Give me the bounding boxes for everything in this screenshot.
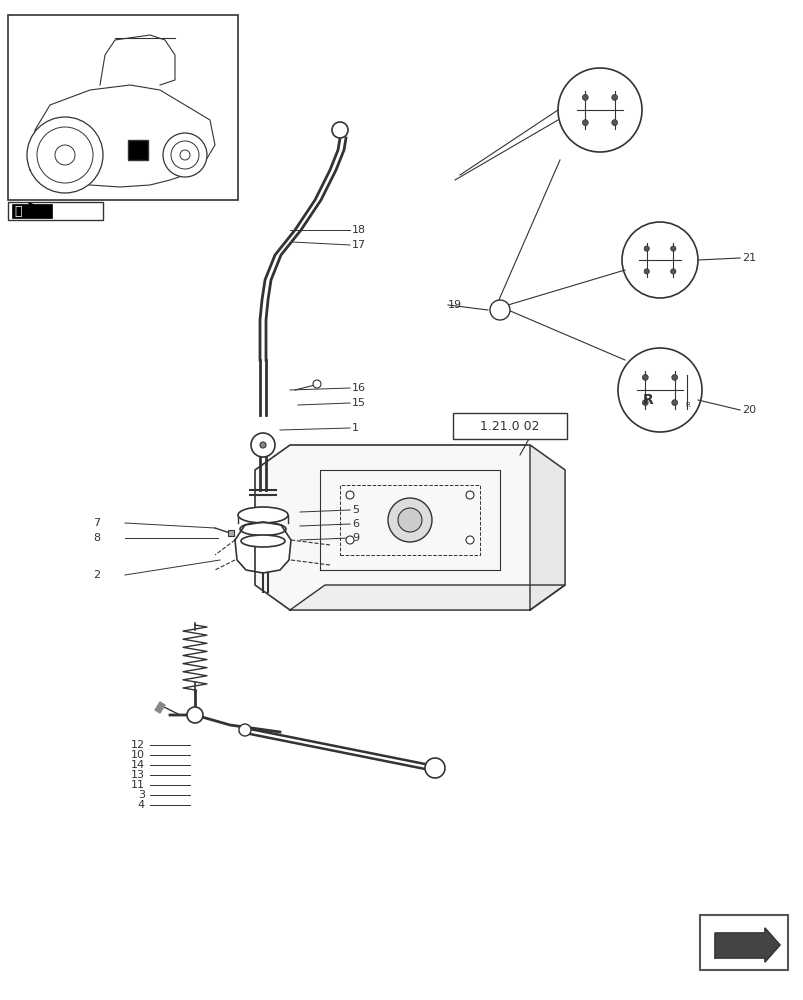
Circle shape <box>618 348 701 432</box>
Circle shape <box>251 433 275 457</box>
Circle shape <box>611 94 617 100</box>
Text: 21: 21 <box>741 253 755 263</box>
Text: 9: 9 <box>352 533 359 543</box>
Ellipse shape <box>241 535 284 547</box>
Circle shape <box>425 758 444 778</box>
Text: 14: 14 <box>131 760 145 770</box>
Text: 18: 18 <box>352 225 365 235</box>
FancyBboxPatch shape <box>228 530 234 536</box>
Circle shape <box>581 94 588 100</box>
Circle shape <box>671 400 677 406</box>
Circle shape <box>642 400 647 406</box>
Text: 5: 5 <box>352 505 359 515</box>
Text: 3: 3 <box>138 790 145 800</box>
Circle shape <box>345 536 353 544</box>
Ellipse shape <box>240 522 286 536</box>
Circle shape <box>671 374 677 380</box>
Polygon shape <box>290 585 565 610</box>
Circle shape <box>581 120 588 126</box>
Circle shape <box>670 246 675 251</box>
Circle shape <box>611 120 617 126</box>
Circle shape <box>489 300 509 320</box>
Text: 20: 20 <box>741 405 755 415</box>
Text: 19: 19 <box>447 300 462 310</box>
Text: 11: 11 <box>131 780 145 790</box>
Circle shape <box>332 122 348 138</box>
Circle shape <box>388 498 431 542</box>
FancyBboxPatch shape <box>8 15 238 200</box>
Text: 12: 12 <box>131 740 145 750</box>
Circle shape <box>643 269 649 274</box>
Text: R: R <box>642 393 653 407</box>
FancyBboxPatch shape <box>12 204 52 218</box>
Circle shape <box>642 374 647 380</box>
Circle shape <box>187 707 202 723</box>
Circle shape <box>37 127 93 183</box>
Text: 4: 4 <box>137 800 145 810</box>
FancyBboxPatch shape <box>699 915 787 970</box>
Text: 1.21.0 02: 1.21.0 02 <box>479 420 539 432</box>
Circle shape <box>171 141 199 169</box>
Circle shape <box>27 117 103 193</box>
Text: 1: 1 <box>352 423 359 433</box>
Polygon shape <box>714 928 779 962</box>
Circle shape <box>670 269 675 274</box>
Text: 13: 13 <box>131 770 145 780</box>
Polygon shape <box>529 445 565 610</box>
Circle shape <box>466 491 474 499</box>
Polygon shape <box>155 702 165 713</box>
Text: 15: 15 <box>352 398 365 408</box>
Circle shape <box>466 536 474 544</box>
Circle shape <box>622 222 697 298</box>
FancyBboxPatch shape <box>128 140 148 160</box>
Circle shape <box>259 442 266 448</box>
Circle shape <box>55 145 75 165</box>
Ellipse shape <box>238 507 287 523</box>
Text: 2: 2 <box>93 570 100 580</box>
Text: 10: 10 <box>131 750 145 760</box>
Circle shape <box>643 246 649 251</box>
Circle shape <box>180 150 190 160</box>
Text: 8: 8 <box>93 533 100 543</box>
Text: ✋: ✋ <box>14 205 22 218</box>
Text: 16: 16 <box>352 383 365 393</box>
Polygon shape <box>234 522 291 573</box>
Circle shape <box>557 68 642 152</box>
Polygon shape <box>255 445 565 610</box>
Text: 7: 7 <box>93 518 100 528</box>
Circle shape <box>345 491 353 499</box>
Circle shape <box>163 133 206 177</box>
Circle shape <box>397 508 422 532</box>
Text: R: R <box>684 402 689 408</box>
FancyBboxPatch shape <box>8 202 103 220</box>
Circle shape <box>312 380 320 388</box>
Circle shape <box>238 724 251 736</box>
Text: 6: 6 <box>352 519 359 529</box>
Text: 17: 17 <box>352 240 365 250</box>
FancyBboxPatch shape <box>452 413 566 439</box>
